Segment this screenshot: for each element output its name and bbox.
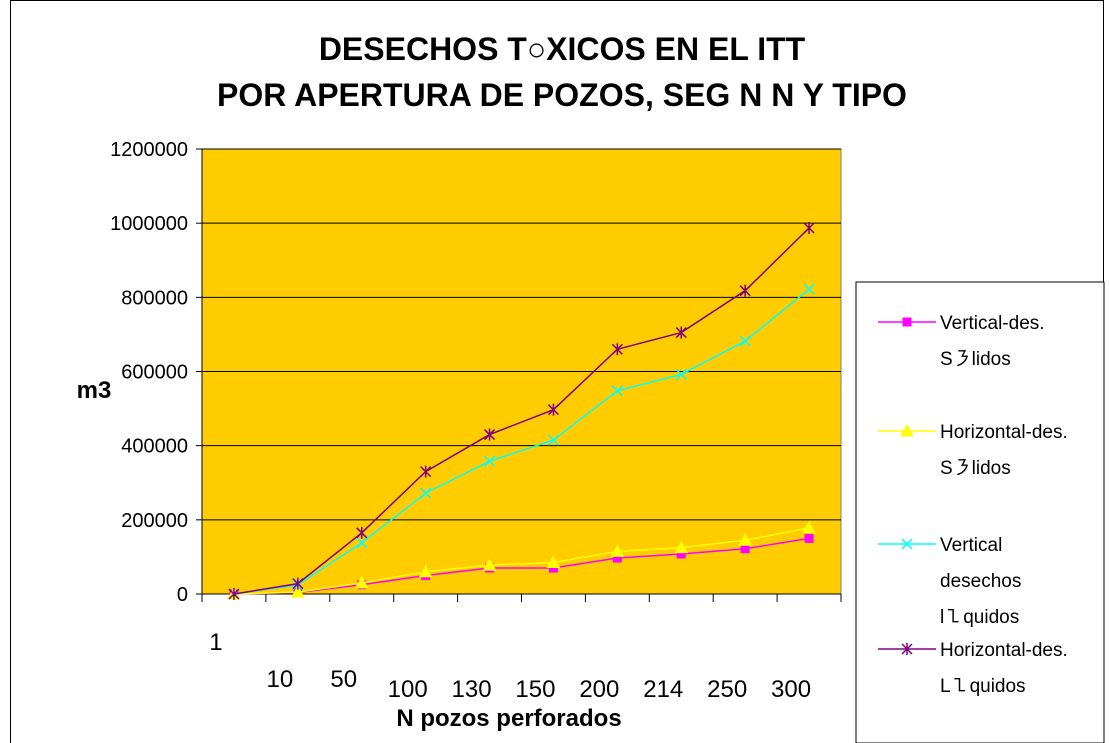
legend-swatch-marker <box>901 643 913 655</box>
x-tick-label: 50 <box>330 666 357 693</box>
y-tick-label: 1000000 <box>110 213 188 235</box>
data-point <box>739 284 751 297</box>
data-point <box>611 385 623 397</box>
data-point <box>804 533 814 543</box>
series-line <box>233 288 810 595</box>
y-axis-title: m3 <box>77 377 112 404</box>
legend-entry: Vertical desechos l㇅quidos <box>878 535 1021 628</box>
legend-label: Horizontal-des. <box>940 422 1068 443</box>
y-tick-label: 200000 <box>121 510 188 532</box>
y-tick-label: 0 <box>177 584 188 606</box>
data-point <box>611 343 623 356</box>
legend-label: Horizontal-des. <box>940 640 1068 661</box>
legend-swatch-marker <box>900 423 914 437</box>
data-point <box>291 585 305 598</box>
data-point <box>546 555 561 568</box>
legend-label: S㇋lidos <box>940 458 1011 479</box>
y-tick-label: 1200000 <box>110 139 188 161</box>
axes <box>196 148 842 602</box>
data-point <box>802 520 816 534</box>
x-tick-label: 150 <box>515 676 555 703</box>
x-tick-label: 200 <box>579 676 619 703</box>
x-tick-label: 300 <box>771 676 811 703</box>
data-point <box>482 558 497 571</box>
data-point <box>739 335 751 347</box>
data-point <box>418 564 433 578</box>
data-point <box>354 575 369 589</box>
x-tick-label: 130 <box>452 676 492 703</box>
data-point <box>674 540 689 554</box>
y-tick-label: 800000 <box>121 287 188 309</box>
series-line <box>233 527 810 595</box>
data-point <box>740 544 750 554</box>
legend-label: Vertical <box>940 535 1002 556</box>
y-axis-ticks: 0 200000 400000 600000 800000 1000000 1200000 <box>110 139 188 606</box>
series-layer <box>227 221 816 600</box>
series-line <box>233 227 810 595</box>
data-point <box>228 588 240 600</box>
legend-swatch-marker <box>902 317 912 327</box>
data-point <box>547 434 559 446</box>
series-4 <box>228 221 815 600</box>
data-point <box>484 455 496 467</box>
legend-entry: Horizontal-des. S㇋lidos <box>878 422 1068 479</box>
data-point <box>803 283 815 295</box>
legend-label: S㇋lidos <box>940 349 1011 370</box>
data-point <box>420 465 432 478</box>
legend-box <box>855 281 1105 743</box>
x-tick-label: 250 <box>707 676 747 703</box>
x-tick-label: 100 <box>388 676 428 703</box>
x-axis-title: N pozos perforados <box>396 705 621 732</box>
data-point <box>420 487 432 499</box>
data-point <box>292 577 304 590</box>
x-tick-label: 1 <box>209 629 222 656</box>
data-point <box>356 526 368 539</box>
legend-label: desechos <box>940 571 1021 592</box>
legend-label: Vertical-des. <box>940 313 1045 334</box>
legend-swatch-marker <box>901 538 913 550</box>
y-tick-label: 400000 <box>121 436 188 458</box>
legend-label: l㇅quidos <box>940 607 1019 628</box>
data-point <box>738 533 752 546</box>
data-point <box>547 403 559 416</box>
y-tick-label: 600000 <box>121 362 188 384</box>
chart-title-line-1: DESECHOS T○XICOS EN EL ITT <box>319 31 806 67</box>
legend-entry: Horizontal-des. L㇅quidos <box>878 640 1068 697</box>
series-line <box>233 537 810 595</box>
chart-title-line-2: POR APERTURA DE POZOS, SEG N N Y TIPO <box>217 77 907 113</box>
data-point <box>675 326 687 339</box>
data-point <box>675 368 687 380</box>
x-axis-ticks: 1 10 50 100 130 150 200 214 250 300 <box>209 629 811 703</box>
x-tick-label: 10 <box>266 666 293 693</box>
data-point <box>803 221 815 234</box>
data-point <box>356 537 368 549</box>
legend-entry: Vertical-des. S㇋lidos <box>878 313 1045 370</box>
data-point <box>484 428 496 441</box>
legend: Vertical-des. S㇋lidos Horizontal-des. S㇋lid… <box>855 281 1105 743</box>
legend-label: L㇅quidos <box>940 676 1026 697</box>
x-tick-label: 214 <box>643 676 683 703</box>
data-point <box>610 544 625 557</box>
